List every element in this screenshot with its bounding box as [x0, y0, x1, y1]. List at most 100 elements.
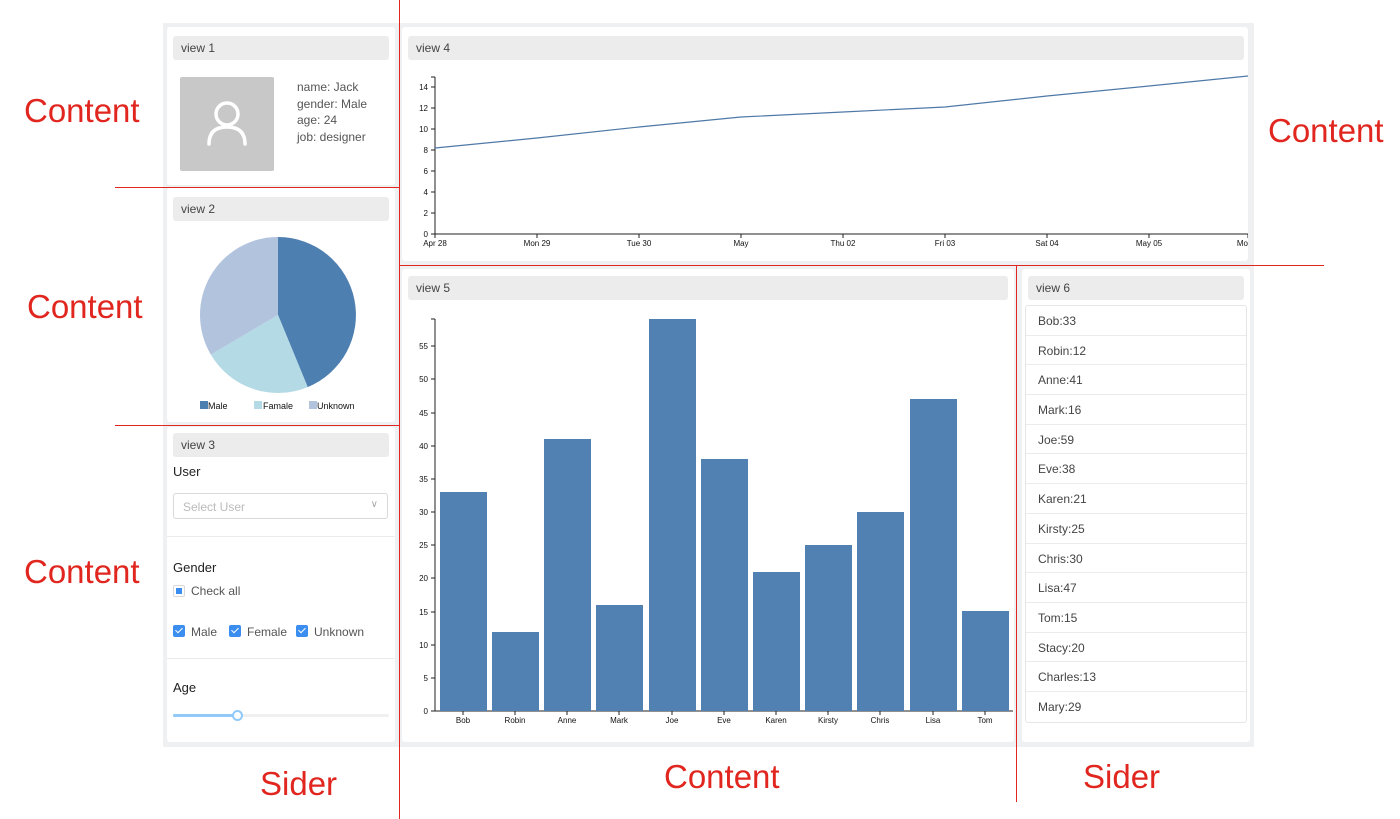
female-checkbox[interactable]	[229, 625, 241, 637]
list-item[interactable]: Karen:21	[1026, 484, 1246, 514]
svg-text:10: 10	[419, 641, 428, 650]
svg-text:Mon 29: Mon 29	[524, 239, 551, 248]
svg-text:14: 14	[419, 83, 428, 92]
pie-slice-unknown[interactable]	[200, 237, 278, 355]
bar-tom[interactable]	[962, 611, 1009, 711]
svg-text:Karen: Karen	[765, 716, 786, 725]
annotation-line	[399, 0, 400, 819]
y-axis-ticks: 0 2 4 6 8 10 12 14	[419, 83, 435, 239]
legend-unknown: Unknown	[317, 401, 355, 411]
list-item[interactable]: Anne:41	[1026, 365, 1246, 396]
list-item[interactable]: Mary:29	[1038, 699, 1082, 714]
bar-robin[interactable]	[492, 632, 539, 711]
svg-text:Fri 03: Fri 03	[935, 239, 956, 248]
svg-text:Joe: Joe	[666, 716, 679, 725]
chevron-down-icon: ∨	[370, 499, 378, 510]
svg-text:0: 0	[424, 707, 429, 716]
pie-slice-female[interactable]	[210, 315, 308, 393]
bar-chart: 0 5 10 15 20 25 30 35 40 45 50 55	[419, 318, 1013, 725]
svg-text:0: 0	[424, 230, 429, 239]
info-job: job: designer	[297, 129, 366, 144]
line-series[interactable]	[434, 75, 1248, 149]
bar-mark[interactable]	[596, 605, 643, 711]
svg-text:12: 12	[419, 104, 428, 113]
annotation-line	[399, 265, 1324, 266]
unknown-label[interactable]: Unknown	[314, 625, 365, 639]
svg-text:30: 30	[419, 508, 428, 517]
unknown-checkbox[interactable]	[296, 625, 308, 637]
svg-text:25: 25	[419, 541, 428, 550]
gender-label: Gender	[173, 560, 217, 575]
line-chart: 0 2 4 6 8 10 12 14 Apr 28 Mon 29 Tue 30 …	[419, 75, 1248, 248]
svg-text:Anne: Anne	[558, 716, 577, 725]
list-item[interactable]: Robin:12	[1026, 336, 1246, 366]
list-item[interactable]: Joe:59	[1026, 425, 1246, 455]
avatar	[180, 77, 274, 171]
view4-panel: view 4 0 2 4 6 8 10 12 14 Apr 28 Mon 29 …	[402, 27, 1248, 261]
svg-text:6: 6	[424, 167, 429, 176]
female-label[interactable]: Female	[247, 625, 288, 639]
info-age: age: 24	[297, 113, 338, 127]
svg-text:Lisa: Lisa	[926, 716, 941, 725]
divider	[167, 536, 395, 537]
male-label[interactable]: Male	[191, 625, 218, 639]
legend-female: Famale	[263, 401, 293, 411]
svg-text:Sat 04: Sat 04	[1035, 239, 1059, 248]
list-item[interactable]: Eve:38	[1026, 454, 1246, 485]
check-all-checkbox[interactable]	[173, 585, 185, 597]
legend-swatch-male	[200, 401, 208, 409]
svg-text:2: 2	[424, 209, 429, 218]
male-checkbox[interactable]	[173, 625, 185, 637]
svg-text:Bob: Bob	[456, 716, 471, 725]
user-label: User	[173, 464, 201, 479]
svg-text:Robin: Robin	[505, 716, 526, 725]
svg-text:May: May	[733, 239, 748, 248]
list-item[interactable]: Tom:15	[1026, 603, 1246, 633]
annotation-content-2: Content	[27, 288, 143, 325]
y-axis-ticks: 0 5 10 15 20 25 30 35 40 45 50 55	[419, 342, 435, 716]
view6-panel: view 6 Bob:33 Robin:12 Anne:41 Mark:16 J…	[1022, 269, 1250, 742]
svg-text:Apr 28: Apr 28	[423, 239, 447, 248]
user-select[interactable]: Select User ∨	[173, 493, 388, 519]
svg-text:40: 40	[419, 442, 428, 451]
bar-eve[interactable]	[701, 459, 748, 711]
bar-anne[interactable]	[544, 439, 591, 711]
view3-header: view 3	[173, 433, 389, 457]
annotation-content-1: Content	[24, 92, 140, 129]
pie-chart: Male Famale Unknown	[200, 237, 356, 411]
list-item[interactable]: Mark:16	[1026, 395, 1246, 425]
list-item[interactable]: Stacy:20	[1026, 633, 1246, 663]
svg-text:8: 8	[424, 146, 429, 155]
list-item[interactable]: Charles:13	[1026, 662, 1246, 692]
legend-swatch-unknown	[309, 401, 317, 409]
list-item[interactable]: Chris:30	[1026, 544, 1246, 574]
age-slider-rail[interactable]	[173, 714, 389, 717]
bar-joe[interactable]	[649, 319, 696, 711]
bar-lisa[interactable]	[910, 399, 957, 711]
annotation-sider-left: Sider	[260, 765, 338, 802]
pie-slice-male[interactable]	[278, 237, 356, 388]
bar-bob[interactable]	[440, 492, 487, 711]
svg-text:Mo: Mo	[1237, 239, 1248, 248]
age-label: Age	[173, 680, 197, 695]
bar-chris[interactable]	[857, 512, 904, 711]
view3-panel: view 3 User Select User ∨ Gender Check a…	[167, 427, 395, 742]
age-slider-track	[173, 714, 238, 717]
age-slider-handle[interactable]	[232, 710, 243, 721]
x-axis-ticks: Bob Robin Anne Mark Joe Eve Karen Kirsty…	[456, 711, 993, 725]
x-axis-ticks: Apr 28 Mon 29 Tue 30 May Thu 02 Fri 03 S…	[423, 234, 1248, 248]
view4-header: view 4	[408, 36, 1244, 60]
view1-header: view 1	[173, 36, 389, 60]
svg-text:45: 45	[419, 409, 428, 418]
check-all-label[interactable]: Check all	[191, 584, 241, 598]
list-item[interactable]: Bob:33	[1026, 306, 1246, 336]
svg-text:35: 35	[419, 475, 428, 484]
svg-text:Mark: Mark	[610, 716, 629, 725]
list-item[interactable]: Kirsty:25	[1026, 514, 1246, 544]
bar-kirsty[interactable]	[805, 545, 852, 711]
svg-text:Kirsty: Kirsty	[818, 716, 838, 725]
annotation-line	[115, 425, 399, 426]
bar-karen[interactable]	[753, 572, 800, 711]
svg-text:50: 50	[419, 375, 428, 384]
list-item[interactable]: Lisa:47	[1026, 573, 1246, 603]
